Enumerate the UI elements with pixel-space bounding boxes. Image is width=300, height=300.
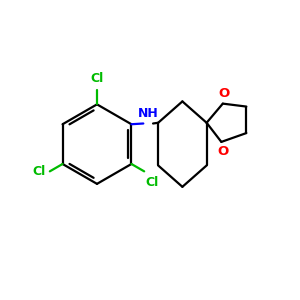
Text: Cl: Cl — [146, 176, 159, 189]
Text: O: O — [219, 87, 230, 100]
Text: NH: NH — [138, 107, 159, 120]
Text: O: O — [217, 146, 228, 158]
Text: Cl: Cl — [90, 72, 104, 85]
Text: Cl: Cl — [32, 165, 45, 178]
